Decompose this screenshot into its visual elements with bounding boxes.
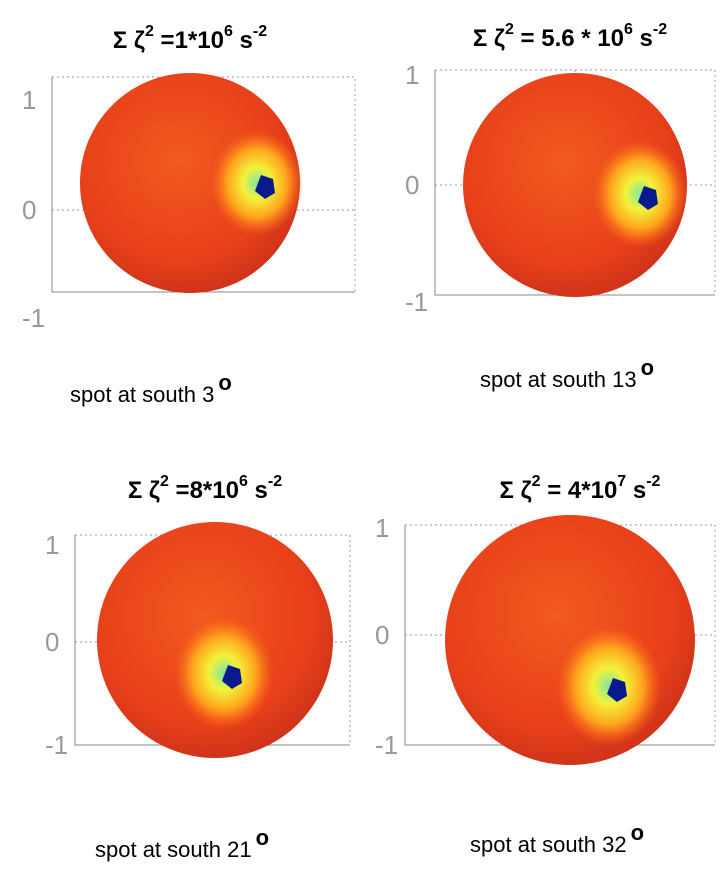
- title-part: s: [233, 27, 253, 54]
- title-part: = 4*10: [541, 477, 618, 504]
- panel: 1 0 -1 Σ ζ2 = 4*107 s-2 spot at south 32 o: [375, 473, 716, 857]
- hot-region: [210, 130, 304, 236]
- spot: [222, 665, 242, 689]
- title-part: -2: [268, 473, 282, 490]
- y-tick-label: 1: [375, 513, 389, 543]
- y-tick-label: -1: [405, 287, 428, 317]
- caption-degree: o: [641, 355, 654, 380]
- y-tick-label: 0: [22, 195, 36, 225]
- caption: spot at south 21 o: [95, 825, 269, 862]
- panel-title: Σ ζ2 = 5.6 * 106 s-2: [473, 21, 667, 52]
- title-part: 6: [624, 21, 633, 38]
- hot-region: [556, 626, 662, 746]
- caption: spot at south 32 o: [470, 820, 644, 857]
- title-part: =8*10: [169, 477, 239, 504]
- panel-title: Σ ζ2 = 4*107 s-2: [500, 473, 661, 504]
- title-part: Σ ζ: [128, 477, 160, 504]
- axes: [51, 77, 355, 293]
- panel-title: Σ ζ2 =1*106 s-2: [113, 23, 267, 54]
- title-part: -2: [253, 23, 267, 40]
- title-part: 2: [505, 21, 514, 38]
- y-tick-label: -1: [375, 730, 398, 760]
- y-tick-label: 0: [405, 170, 419, 200]
- title-part: s: [633, 25, 653, 52]
- caption: spot at south 13 o: [480, 355, 654, 392]
- title-part: 7: [617, 473, 626, 490]
- sphere: [445, 515, 695, 765]
- spot: [638, 186, 658, 210]
- caption-text: spot at south 32: [470, 832, 627, 857]
- y-tick-label: -1: [22, 303, 45, 333]
- y-tick-label: 0: [45, 627, 59, 657]
- title-part: =1*10: [154, 27, 224, 54]
- title-part: -2: [653, 21, 667, 38]
- hot-region: [174, 616, 274, 730]
- caption-degree: o: [631, 820, 644, 845]
- title-part: Σ ζ: [113, 27, 145, 54]
- title-part: s: [626, 477, 646, 504]
- y-tick-label: 1: [405, 60, 419, 90]
- title-part: Σ ζ: [473, 25, 505, 52]
- title-part: 6: [239, 473, 248, 490]
- caption-text: spot at south 21: [95, 837, 252, 862]
- axes: [434, 70, 715, 296]
- title-part: 2: [532, 473, 541, 490]
- title-part: = 5.6 * 10: [514, 25, 624, 52]
- title-part: -2: [646, 473, 660, 490]
- title-part: 2: [145, 23, 154, 40]
- hot-region: [592, 140, 688, 248]
- title-part: 2: [160, 473, 169, 490]
- panel-title: Σ ζ2 =8*106 s-2: [128, 473, 282, 504]
- title-part: Σ ζ: [500, 477, 532, 504]
- y-tick-label: 1: [22, 85, 36, 115]
- caption-text: spot at south 13: [480, 367, 637, 392]
- spot: [607, 678, 627, 702]
- sphere: [80, 73, 300, 293]
- title-part: s: [248, 477, 268, 504]
- y-tick-label: -1: [45, 730, 68, 760]
- panel: 1 0 -1 Σ ζ2 =8*106 s-2 spot at south 21 o: [45, 473, 351, 862]
- panel: 1 0 -1 Σ ζ2 = 5.6 * 106 s-2 spot at south 13…: [405, 21, 716, 392]
- y-tick-label: 1: [45, 530, 59, 560]
- caption-degree: o: [256, 825, 269, 850]
- y-tick-label: 0: [375, 620, 389, 650]
- title-part: 6: [224, 23, 233, 40]
- spot: [255, 175, 275, 199]
- caption-degree: o: [218, 370, 231, 395]
- caption-text: spot at south 3: [70, 382, 214, 407]
